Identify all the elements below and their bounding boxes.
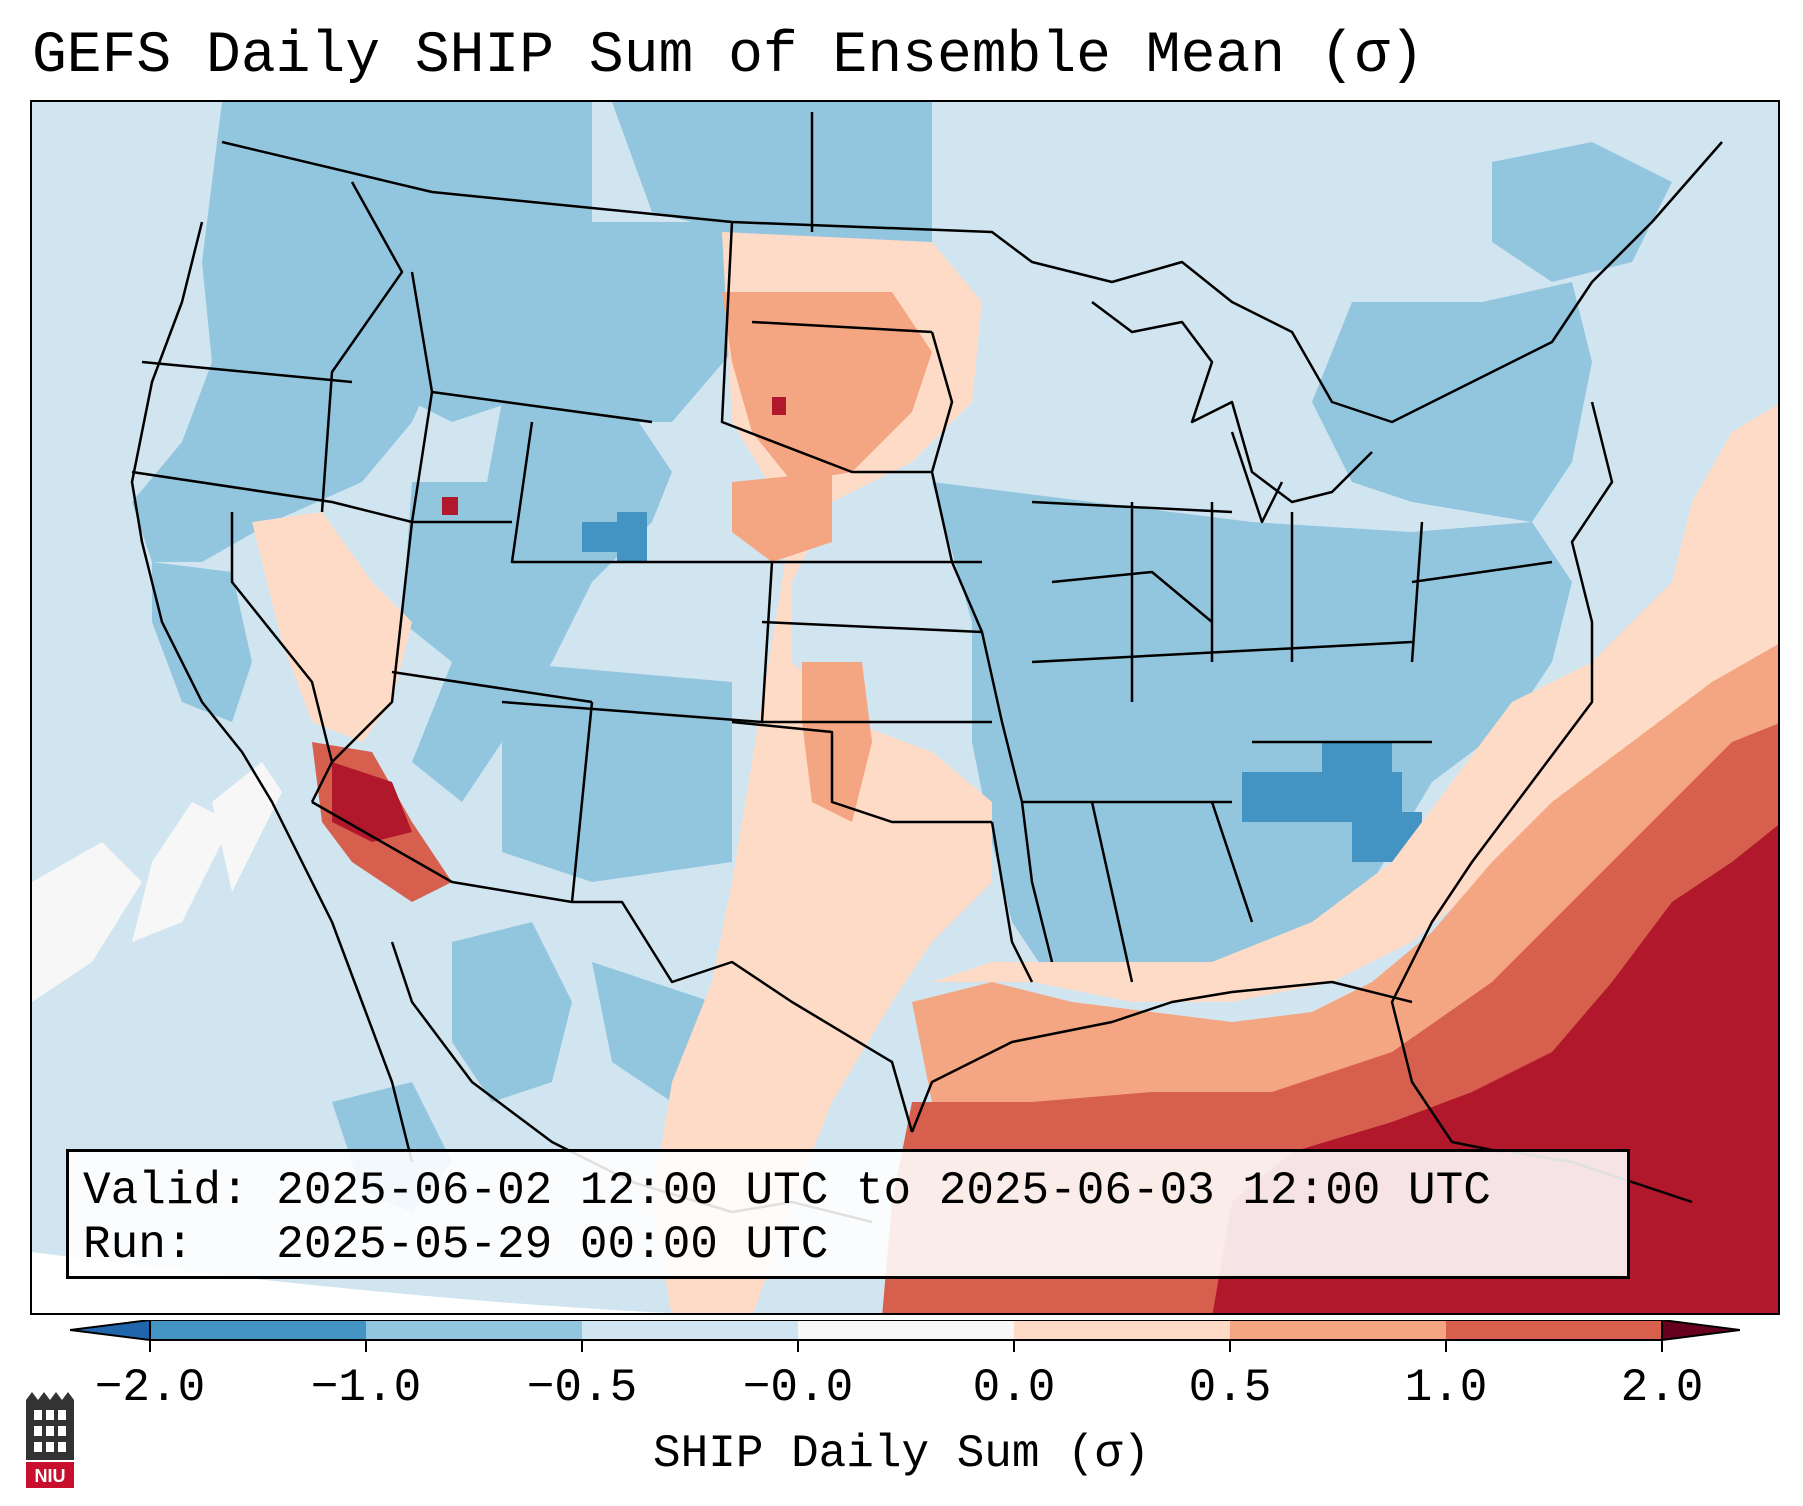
west-coast bbox=[130, 221, 414, 1163]
colorbar-seg-3 bbox=[582, 1320, 798, 1340]
colorbar-seg-5 bbox=[1014, 1320, 1230, 1340]
gulf-coast bbox=[910, 980, 1413, 1133]
mexico-blue bbox=[332, 922, 732, 1212]
colorbar-seg-7 bbox=[1446, 1320, 1662, 1340]
great-lakes bbox=[1091, 301, 1373, 524]
ut-wy bbox=[410, 391, 512, 524]
canada-border bbox=[221, 140, 1723, 424]
colorbar-seg-6 bbox=[1230, 1320, 1446, 1340]
run-value: 2025-05-29 00:00 UTC bbox=[276, 1219, 829, 1271]
colorbar-seg-1 bbox=[150, 1320, 366, 1340]
colorbar-label: SHIP Daily Sum (σ) bbox=[653, 1428, 1150, 1480]
map-canvas bbox=[32, 102, 1778, 1313]
az-mex bbox=[311, 800, 573, 904]
valid-prefix: Valid: bbox=[83, 1165, 277, 1217]
arizona-nm-blue bbox=[502, 662, 732, 882]
colorbar-tick-label: 1.0 bbox=[1404, 1362, 1488, 1414]
logo-text: NIU bbox=[35, 1466, 66, 1486]
run-row: Run: 2025-05-29 00:00 UTC bbox=[83, 1218, 1627, 1272]
colorbar-tick-label: −0.5 bbox=[526, 1362, 638, 1414]
wy-co bbox=[510, 421, 772, 564]
offmap-lower-left bbox=[32, 1252, 672, 1313]
arizona-extreme-red bbox=[332, 762, 412, 842]
strong-negative-spots bbox=[582, 512, 1422, 862]
colorbar-tick-label: −1.0 bbox=[310, 1362, 422, 1414]
boundary-lines bbox=[130, 112, 1723, 1224]
map-title: GEFS Daily SHIP Sum of Ensemble Mean (σ) bbox=[32, 24, 1425, 89]
valid-value: 2025-06-02 12:00 UTC to 2025-06-03 12:00… bbox=[276, 1165, 1491, 1217]
colorbar-tick-label: −0.0 bbox=[742, 1362, 854, 1414]
az-nm bbox=[570, 701, 594, 903]
colorbar-seg-4 bbox=[798, 1320, 1014, 1340]
nv-ca bbox=[230, 512, 334, 803]
colorbar-tick-label: 0.5 bbox=[1188, 1362, 1272, 1414]
run-prefix: Run: bbox=[83, 1219, 277, 1271]
miss-river bbox=[930, 331, 1054, 963]
nevada-light-red bbox=[252, 512, 412, 742]
niu-logo: NIU bbox=[26, 1392, 74, 1488]
ut-az bbox=[391, 670, 593, 704]
colorbar-tick-label: −2.0 bbox=[94, 1362, 206, 1414]
colorbar-tick-label: 2.0 bbox=[1620, 1362, 1704, 1414]
nv-ut bbox=[331, 521, 414, 763]
utah-blue bbox=[402, 482, 502, 662]
dakotas-red bbox=[722, 292, 932, 482]
northern-plains-blue bbox=[612, 102, 932, 252]
colorbar-seg-2 bbox=[366, 1320, 582, 1340]
dakotas bbox=[720, 112, 933, 474]
wyoming-colorado-blue bbox=[412, 402, 672, 802]
colorbar bbox=[70, 1320, 1740, 1352]
ok-tx bbox=[731, 720, 992, 824]
gulf-light-red bbox=[932, 404, 1778, 1002]
east-coast bbox=[1390, 401, 1614, 1154]
colorbar-tick-label: 0.0 bbox=[972, 1362, 1056, 1414]
ne-ks bbox=[761, 560, 992, 724]
colorbar-ticks bbox=[149, 1340, 1663, 1352]
validity-info-box: Valid: 2025-06-02 12:00 UTC to 2025-06-0… bbox=[66, 1149, 1630, 1279]
or-ca bbox=[131, 470, 413, 524]
nebraska-red bbox=[732, 472, 832, 562]
colorbar-extend-low bbox=[70, 1320, 151, 1342]
midwest-lines bbox=[1022, 500, 1553, 983]
wa-or bbox=[141, 360, 353, 384]
valid-row: Valid: 2025-06-02 12:00 UTC to 2025-06-0… bbox=[83, 1164, 1627, 1218]
canada-blue bbox=[1492, 142, 1672, 282]
map-panel bbox=[30, 100, 1780, 1315]
montana-blue bbox=[392, 192, 732, 422]
id-border bbox=[320, 181, 404, 513]
colorbar-extend-high bbox=[1661, 1320, 1740, 1342]
kansas-red bbox=[802, 662, 872, 822]
northeast-blue bbox=[1312, 282, 1592, 522]
texas bbox=[572, 821, 1034, 1133]
california-blue bbox=[152, 562, 252, 722]
pacific-white-streaks bbox=[32, 762, 282, 1002]
